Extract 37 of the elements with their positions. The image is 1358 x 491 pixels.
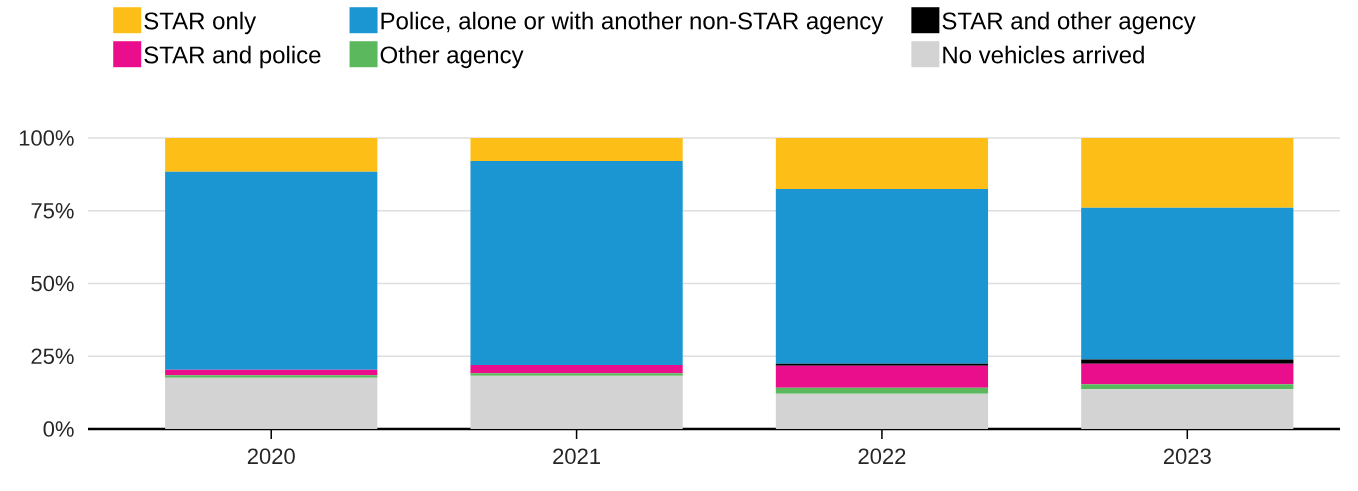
bar (470, 373, 683, 376)
x-tick-label: 2022 (858, 448, 906, 465)
bar (1081, 207, 1294, 360)
bar (1081, 389, 1294, 429)
legend-label: STAR only (144, 11, 257, 35)
bar (775, 365, 989, 388)
bar (1081, 138, 1294, 208)
legend-label: No vehicles arrived (943, 45, 1144, 64)
bar (775, 387, 989, 394)
x-tick-label: 2023 (1163, 448, 1211, 465)
bar (470, 375, 683, 429)
y-tick-label: 100% (19, 130, 74, 146)
bar (165, 171, 378, 370)
y-tick-label: 0% (43, 421, 74, 437)
legend-label: Police, alone or with another non-STAR agency (381, 11, 884, 35)
bar (165, 377, 378, 429)
bar (775, 363, 989, 366)
bar (775, 393, 989, 429)
bar (1081, 363, 1294, 385)
bar (165, 375, 378, 378)
bar (470, 138, 683, 161)
bar (1081, 384, 1294, 390)
bar (1081, 359, 1294, 364)
bar (775, 138, 989, 189)
legend-label: STAR and other agency (942, 11, 1196, 35)
bar (470, 364, 683, 374)
x-tick-label: 2020 (247, 448, 295, 465)
bar (165, 138, 378, 172)
y-tick-label: 50% (31, 275, 74, 292)
legend-label: STAR and police (144, 45, 321, 69)
bar (775, 188, 989, 364)
x-tick-label: 2021 (553, 448, 600, 465)
legend-label: Other agency (380, 45, 524, 69)
bar (165, 369, 378, 376)
bar (470, 160, 683, 365)
y-tick-label: 25% (31, 348, 74, 365)
y-tick-label: 75% (31, 203, 74, 219)
